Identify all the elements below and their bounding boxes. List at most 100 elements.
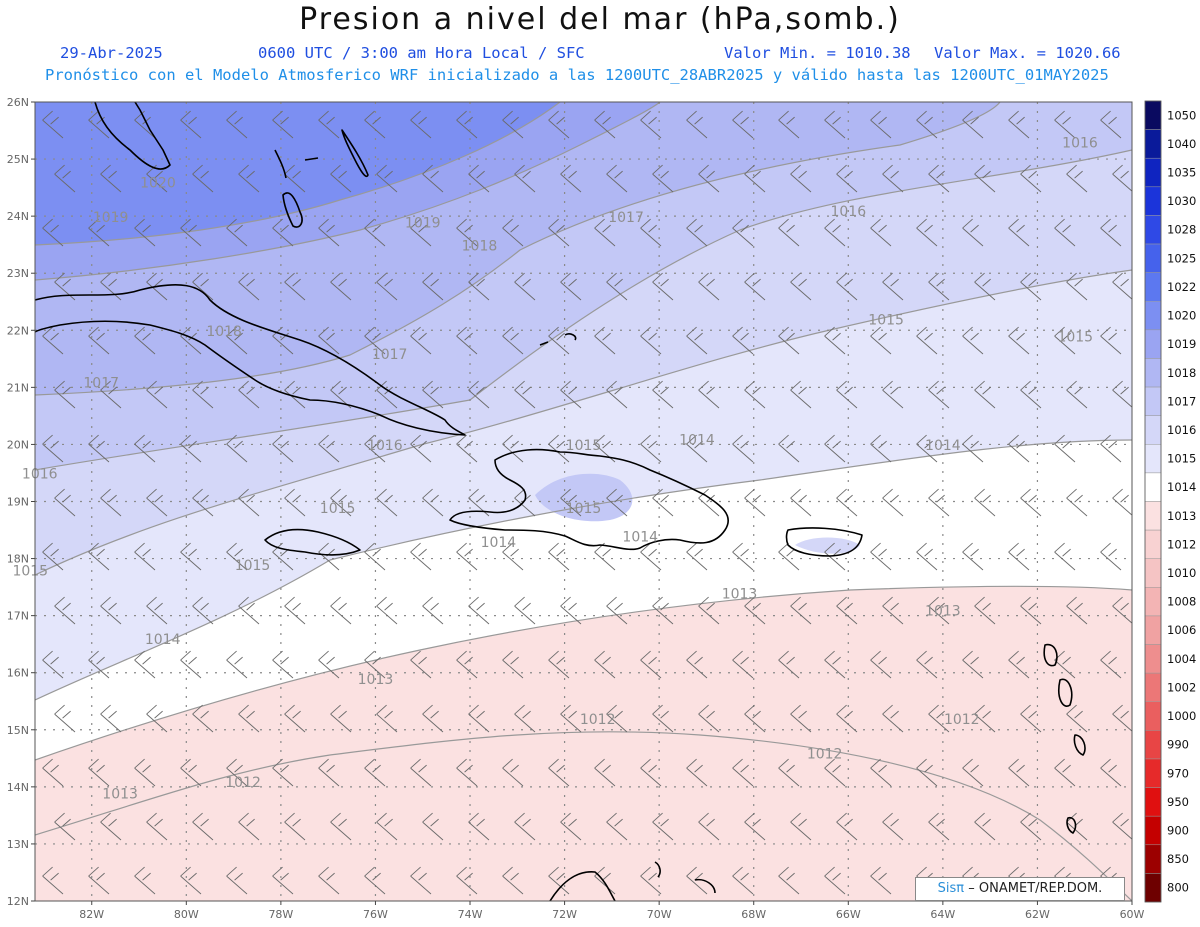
wind-barb [410,110,432,139]
wind-barb [698,272,720,301]
wind-barb [42,866,64,895]
wind-barb [560,380,582,409]
wind-barb [916,434,938,463]
wind-barb [456,218,478,247]
legend-label: 1010 [1167,566,1196,580]
lesser-antilles [1043,643,1086,834]
wind-barb [42,218,64,247]
legend-swatch [1144,329,1162,359]
wind-barb [836,272,858,301]
wind-barb [514,704,536,733]
wind-barb [698,704,720,733]
wind-barb [836,380,858,409]
wind-barb [1112,596,1132,624]
wind-barb [548,110,570,139]
isobar-label: 1016 [367,438,403,454]
wind-barb [284,704,306,733]
wind-barb [686,110,708,139]
wind-barb [284,488,306,517]
wind-barb [54,488,76,517]
wind-barb [1066,488,1088,517]
wind-barb [1112,704,1132,732]
wind-barb [468,596,490,625]
wind-barb [100,596,122,625]
wind-barb [836,704,858,733]
wind-barb [606,596,628,625]
wind-barb [318,110,340,139]
wind-barb [468,380,490,409]
isobar-label: 1015 [566,501,602,517]
florida [94,102,171,170]
wind-barb [732,866,754,895]
wind-barb [606,704,628,733]
wind-barb [732,542,754,571]
wind-barb [284,380,306,409]
credit-org: – ONAMET/REP.DOM. [968,881,1103,896]
wind-barb [1066,596,1088,625]
wind-barb [226,434,248,463]
wind-barb [88,218,110,247]
wind-barb [226,326,248,355]
wind-barb [1112,380,1132,408]
value-min: Valor Min. = 1010.38 [724,44,911,62]
wind-barb [732,326,754,355]
lat-label: 18N [7,553,29,566]
wind-barb [318,218,340,247]
wind-barb [870,758,892,787]
wind-barb [330,488,352,517]
wind-barb [192,272,214,301]
legend-swatch [1144,844,1162,874]
wind-barb [870,542,892,571]
wind-barb [870,218,892,247]
wind-barb [548,650,570,679]
wind-barb [376,704,398,733]
wind-barb [54,164,76,193]
wind-barb [422,164,444,193]
wind-barb [962,542,984,571]
wind-barb [502,650,524,679]
wind-barb [744,812,766,841]
wind-barb [410,650,432,679]
wind-barb [962,650,984,679]
wind-barb [502,542,524,571]
wind-barb [882,812,904,841]
wind-barb [962,110,984,139]
wind-barb [468,488,490,517]
wind-barb [1008,650,1030,679]
wind-barb [560,812,582,841]
wind-barb [422,704,444,733]
wind-barb [1066,164,1088,193]
legend-label: 850 [1167,852,1189,866]
isobar-label: 1015 [12,564,48,580]
forecast-date: 29-Abr-2025 [60,44,163,62]
wind-barb [284,272,306,301]
wind-barb [744,488,766,517]
lat-label: 26N [7,96,29,109]
wind-barb [698,380,720,409]
legend-swatch [1144,758,1162,788]
cuba [35,284,466,436]
wind-barb [88,110,110,139]
isobar-label: 1013 [722,587,758,603]
wind-barb [594,758,616,787]
wind-barb [928,488,950,517]
lat-label: 17N [7,610,29,623]
legend-swatch [1144,472,1162,502]
wind-barb [272,434,294,463]
wind-barb [870,434,892,463]
wind-barb [42,434,64,463]
color-legend: 1050 1040 1035 1030 1028 1025 1022 1020 1019 1018… [1144,100,1196,903]
legend-label: 1018 [1167,366,1196,380]
wind-barb [330,704,352,733]
lat-label: 21N [7,381,29,394]
wind-barb [1020,704,1042,733]
lon-label: 62W [1025,908,1050,921]
wind-barb [916,326,938,355]
wind-barb [778,758,800,787]
wind-barb [514,812,536,841]
wind-barb [42,542,64,571]
wind-barb [974,272,996,301]
wind-barb [594,434,616,463]
wind-barb [652,488,674,517]
wind-barb [376,272,398,301]
